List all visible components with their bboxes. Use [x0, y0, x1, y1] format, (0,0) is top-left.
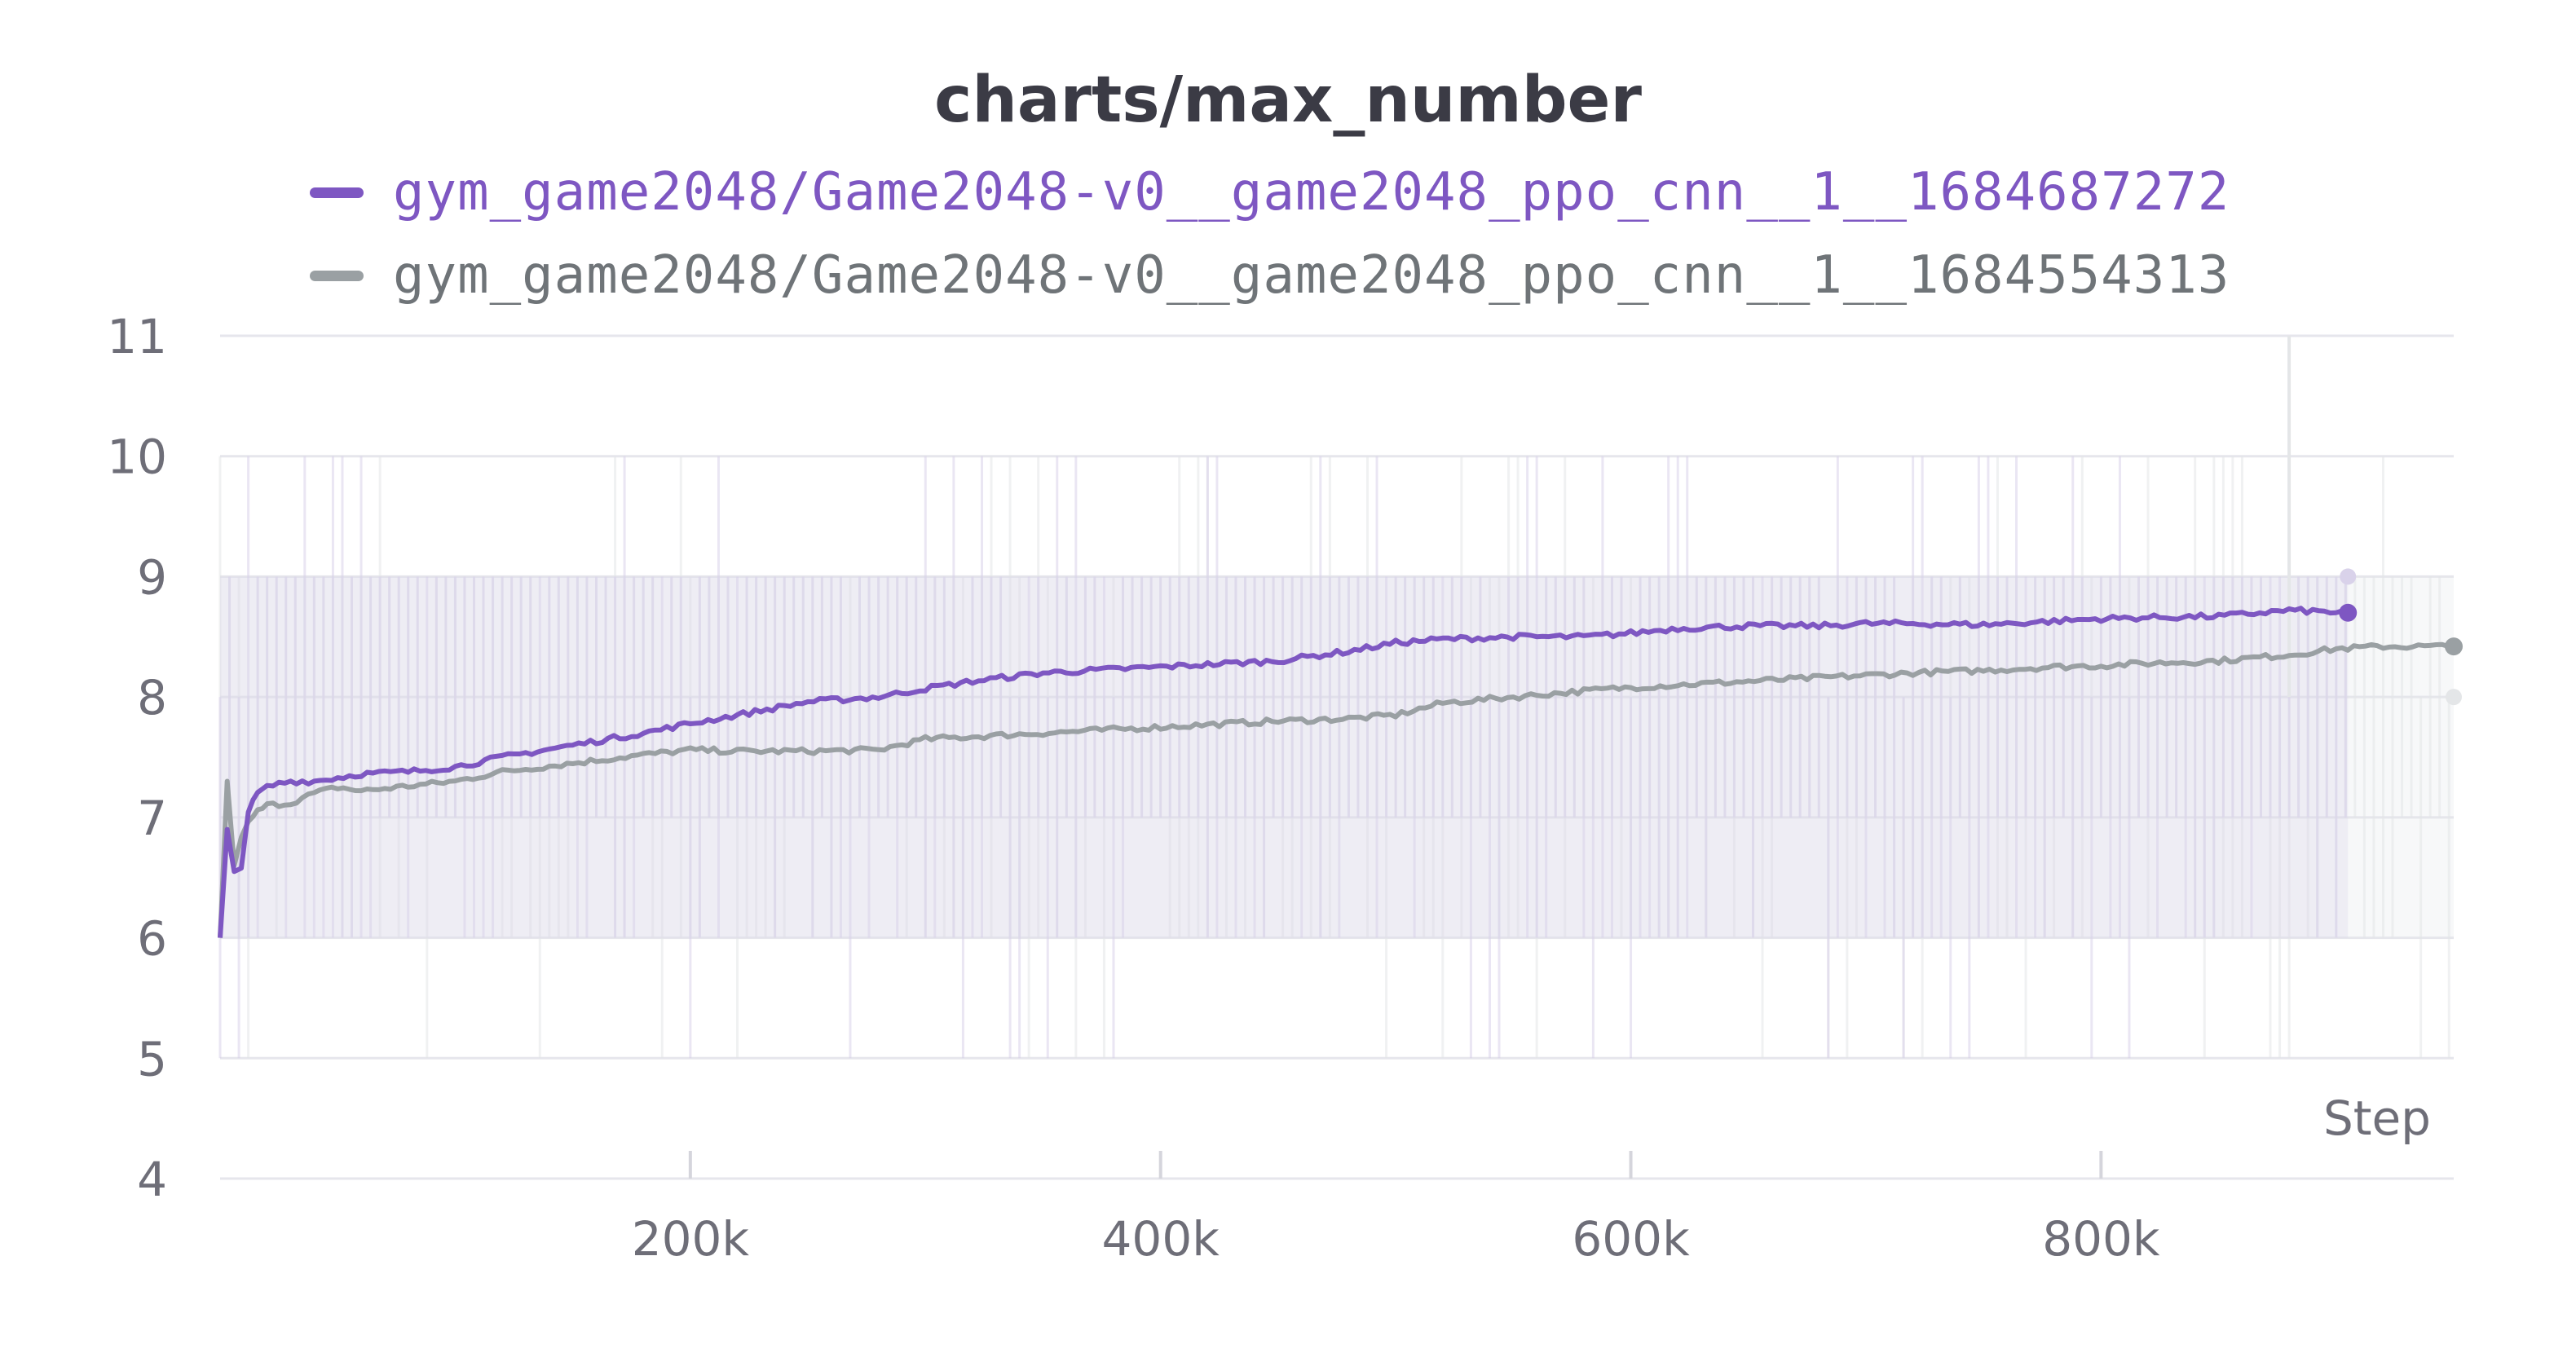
series-endpoint-1	[2445, 637, 2463, 656]
y-tick-label: 8	[137, 670, 167, 725]
x-tick-label: 400k	[1102, 1211, 1220, 1267]
series-endpoint-0	[2339, 603, 2358, 622]
chart-title: charts/max_number	[934, 64, 1642, 137]
legend-item-run-1684687272[interactable]: gym_game2048/Game2048-v0__game2048_ppo_c…	[310, 160, 2230, 225]
y-tick-label: 6	[137, 911, 167, 967]
series-line-1	[218, 641, 2455, 938]
legend-label: gym_game2048/Game2048-v0__game2048_ppo_c…	[393, 245, 2230, 306]
legend-swatch-purple	[310, 187, 364, 198]
legend-item-run-1684554313[interactable]: gym_game2048/Game2048-v0__game2048_ppo_c…	[310, 243, 2230, 308]
x-axis-label: Step	[2323, 1091, 2431, 1146]
x-tick-label: 800k	[2042, 1211, 2160, 1267]
smoothed-series	[218, 568, 2463, 938]
y-tick-label: 11	[107, 309, 167, 364]
x-tick-label: 600k	[1572, 1211, 1690, 1267]
y-tick-label: 9	[137, 549, 167, 605]
raw-last-point-0	[2340, 568, 2357, 585]
y-tick-label: 5	[137, 1031, 167, 1086]
y-tick-label: 4	[137, 1152, 167, 1207]
legend-swatch-gray	[310, 270, 364, 281]
raw-last-point-1	[2446, 689, 2462, 706]
raw-series	[218, 336, 2454, 1059]
y-tick-label: 7	[137, 791, 167, 846]
y-tick-label: 10	[107, 430, 167, 485]
x-tick-label: 200k	[632, 1211, 750, 1267]
series-line-0	[218, 606, 2349, 938]
legend-label: gym_game2048/Game2048-v0__game2048_ppo_c…	[393, 162, 2230, 223]
axes: 4 5 6 7 8 9 10 11 200k 400k 600k 800k Step	[107, 309, 2431, 1267]
